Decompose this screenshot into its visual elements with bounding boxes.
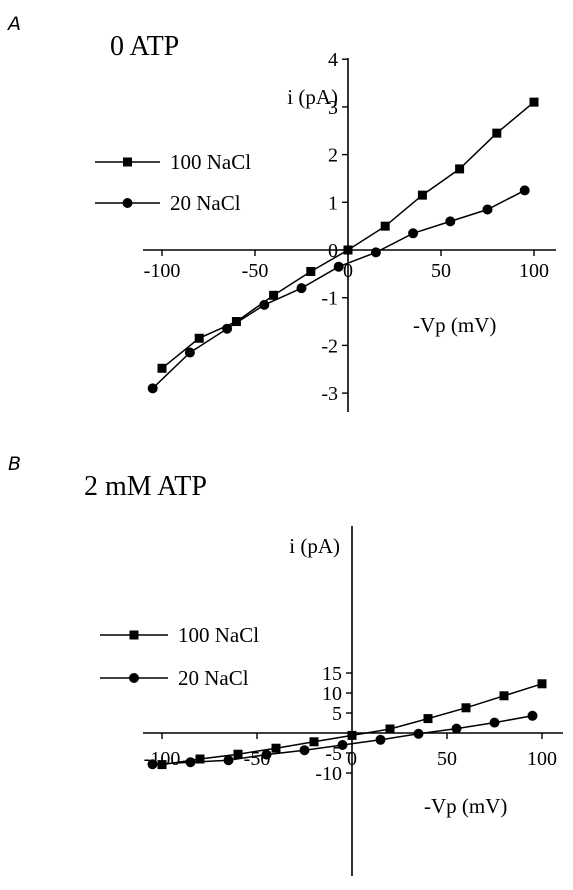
panel-a-series-20-nacl-point [222, 323, 233, 334]
panel-b-series-20-nacl-point [223, 755, 234, 766]
panel-b-series-100-nacl-point [499, 691, 509, 701]
panel-a: A 0 ATP i (pA) -Vp (mV) -100 -50 0 50 100 -3 -… [6, 13, 556, 412]
panel-a-y-axis-label: i (pA) [287, 85, 338, 109]
panel-a-x-tick-label: -50 [242, 260, 269, 282]
panel-a-series-100-nacl-point [492, 128, 502, 138]
panel-a-series-20-nacl-point [259, 299, 270, 310]
panel-a-x-tick-label: 100 [519, 260, 549, 282]
panel-a-series-100-nacl-point [455, 164, 465, 174]
panel-b-x-tick-label: 50 [437, 748, 457, 770]
panel-b-legend-label: 100 NaCl [178, 623, 259, 647]
panel-b-y-axis-label: i (pA) [289, 534, 340, 558]
panel-b-x-tick-label: 0 [347, 748, 357, 770]
panel-b-series-20-nacl-point [261, 749, 272, 760]
panel-b-legend-label: 20 NaCl [178, 666, 249, 690]
panel-a-series-100-nacl-point [194, 333, 204, 343]
panel-a-series-20-nacl-point [147, 383, 158, 394]
panel-b-y-tick-label: -5 [325, 743, 342, 765]
panel-b-series-20-nacl-point [299, 745, 310, 756]
panel-a-legend-label: 20 NaCl [170, 191, 241, 215]
panel-b-series-100-nacl-point [461, 703, 471, 713]
panel-b-legend-marker [129, 630, 139, 640]
panel-a-x-tick-label: -100 [144, 260, 181, 282]
panel-a-y-tick-label: -3 [321, 383, 338, 405]
panel-b-series-100-nacl-point [157, 760, 167, 770]
panel-a-series-20-nacl-line [152, 189, 526, 389]
panel-b-y-tick-label: -10 [315, 763, 342, 785]
panel-a-y-tick-label: 1 [328, 192, 338, 214]
panel-b-series-20-nacl-point [527, 710, 538, 721]
panel-a-legend-marker [123, 157, 132, 167]
panel-b-series-20-nacl-point [375, 734, 386, 745]
panel-a-series-20-nacl-point [296, 283, 307, 294]
panel-a-y-tick-label: 0 [328, 240, 338, 262]
panel-a-series-100-nacl-point [343, 245, 353, 255]
panel-b: B 2 mM ATP i (pA) -Vp (mV) -100 -50 0 50 100… [8, 453, 563, 876]
panel-a-series-100-nacl-point [529, 97, 539, 107]
panel-a-y-tick-label: 4 [328, 49, 338, 71]
panel-letter-b: B [8, 453, 21, 475]
panel-b-legend-marker [129, 673, 139, 683]
panel-a-legend-marker [122, 198, 133, 208]
panel-a-y-tick-label: 2 [328, 145, 338, 167]
panel-a-series-20-nacl-point [184, 347, 195, 358]
panel-letter-a: A [6, 13, 21, 35]
panel-b-series-20-nacl-point [337, 740, 348, 750]
panel-a-series-20-nacl-point [482, 204, 493, 215]
panel-b-title: 2 mM ATP [84, 471, 207, 502]
panel-a-series-20-nacl-point [370, 247, 381, 258]
panel-a-series-20-nacl-point [333, 261, 344, 272]
panel-b-series-20-nacl-point [413, 728, 424, 739]
panel-a-y-tick-label: -1 [321, 288, 338, 310]
panel-a-series-100-nacl-point [157, 363, 167, 373]
panel-a-y-tick-label: 3 [328, 97, 338, 119]
panel-a-series-100-nacl-point [269, 290, 279, 300]
panel-b-y-tick-label: 10 [322, 683, 342, 705]
panel-a-x-tick-label: 0 [343, 260, 353, 282]
panel-b-series-20-nacl-point [185, 757, 196, 768]
panel-b-series-20-nacl-point [147, 759, 158, 770]
panel-a-series-20-nacl-point [519, 185, 530, 196]
panel-b-series-100-nacl-point [347, 730, 357, 740]
panel-a-x-tick-label: 50 [431, 260, 451, 282]
panel-b-y-tick-label: 15 [322, 663, 342, 685]
panel-b-series-100-nacl-point [385, 724, 395, 734]
panel-a-series-20-nacl-point [445, 216, 456, 227]
panel-b-series-100-nacl-point [537, 679, 547, 689]
panel-a-y-tick-label: -2 [321, 335, 338, 357]
panel-a-legend-label: 100 NaCl [170, 150, 251, 174]
panel-b-series-20-nacl-point [489, 717, 500, 728]
panel-b-x-axis-label: -Vp (mV) [424, 794, 507, 818]
panel-b-series-20-nacl-point [451, 723, 462, 734]
panel-b-series-100-nacl-point [423, 714, 433, 724]
panel-a-x-axis-label: -Vp (mV) [413, 313, 496, 337]
panel-a-series-100-nacl-point [380, 221, 390, 231]
panel-b-series-100-nacl-point [271, 743, 281, 753]
panel-b-series-100-nacl-point [233, 749, 243, 759]
panel-b-y-tick-label: 5 [332, 703, 342, 725]
panel-a-series-20-nacl-point [408, 228, 419, 239]
panel-b-x-tick-label: 100 [527, 748, 557, 770]
panel-a-series-100-nacl-point [417, 190, 427, 200]
panel-b-series-100-nacl-point [309, 737, 319, 747]
panel-a-series-100-nacl-point [231, 317, 241, 327]
panel-a-series-100-nacl-point [306, 266, 316, 276]
panel-b-series-100-nacl-point [195, 754, 205, 764]
panel-a-title: 0 ATP [110, 31, 179, 62]
